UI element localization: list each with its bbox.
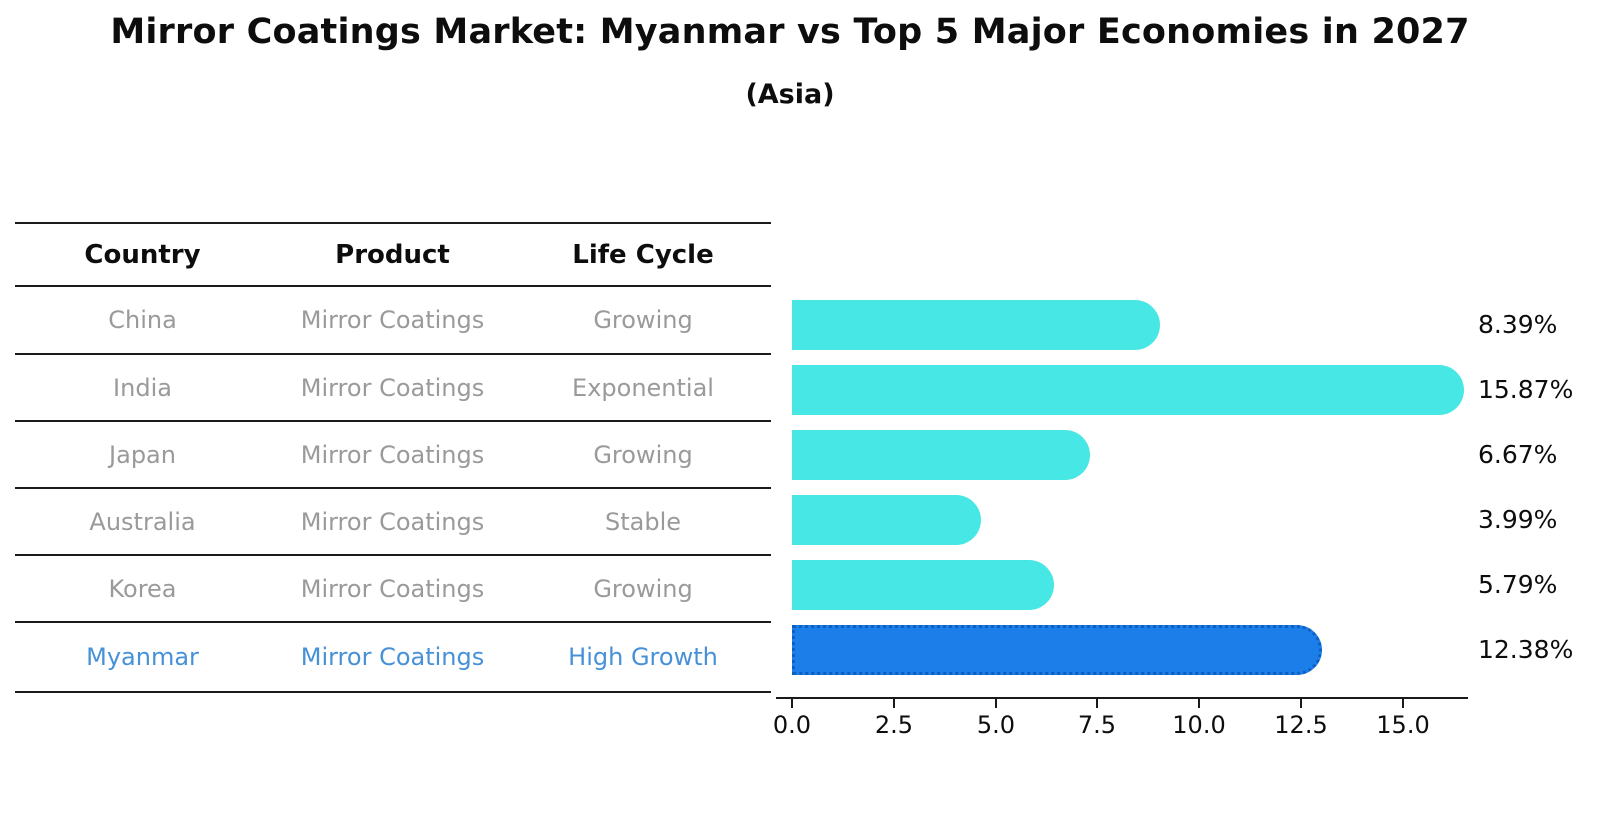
x-tick-mark [1402,699,1404,708]
x-tick-label: 7.5 [1077,711,1117,739]
x-tick-mark [791,699,793,708]
table-row-japan: Japan Mirror Coatings Growing [15,420,771,487]
value-label-china: 8.39% [1478,310,1558,339]
x-tick-mark [893,699,895,708]
cell-country: China [108,306,177,334]
x-axis-spine [776,697,1468,699]
bar-india [792,365,1464,415]
bar-myanmar [792,625,1322,675]
value-label-korea: 5.79% [1478,570,1558,599]
col-header-product: Product [335,239,450,270]
chart-title: Mirror Coatings Market: Myanmar vs Top 5… [110,12,1470,52]
cell-life-cycle: Exponential [572,373,714,402]
bar-japan [792,430,1090,480]
x-tick-mark [1096,699,1098,708]
cell-product: Mirror Coatings [300,643,485,671]
table-row-korea: Korea Mirror Coatings Growing [15,554,771,621]
value-label-japan: 6.67% [1478,440,1558,469]
x-tick-mark [1198,699,1200,708]
cell-product: Mirror Coatings [300,507,485,536]
cell-product: Mirror Coatings [300,574,485,603]
table-header-row: Country Product Life Cycle [15,222,771,285]
table-row-myanmar: Myanmar Mirror Coatings High Growth [15,621,771,691]
cell-product: Mirror Coatings [300,306,485,334]
x-tick-label: 0.0 [772,711,812,739]
cell-life-cycle: Stable [604,507,682,536]
cell-country: Japan [109,440,176,469]
col-header-life-cycle: Life Cycle [572,239,714,270]
x-tick-label: 10.0 [1172,711,1226,739]
x-tick-mark [1300,699,1302,708]
country-table: Country Product Life Cycle China Mirror C… [15,222,771,693]
x-tick-label: 2.5 [874,711,914,739]
cell-life-cycle: Growing [593,306,693,334]
table-row-india: India Mirror Coatings Exponential [15,353,771,420]
cell-country: Australia [89,507,196,536]
x-tick-label: 15.0 [1376,711,1430,739]
x-tick-label: 12.5 [1274,711,1328,739]
table-body: China Mirror Coatings Growing India Mirror C… [15,285,771,691]
cell-product: Mirror Coatings [300,440,485,469]
value-label-india: 15.87% [1478,375,1574,404]
cell-life-cycle: High Growth [568,643,718,671]
value-label-australia: 3.99% [1478,505,1558,534]
bar-china [792,300,1160,350]
x-tick-label: 5.0 [976,711,1016,739]
value-label-myanmar: 12.38% [1478,635,1574,664]
x-tick-mark [995,699,997,708]
bar-australia [792,495,981,545]
cell-product: Mirror Coatings [300,373,485,402]
cell-country: Korea [108,574,177,603]
cell-country: Myanmar [86,643,199,671]
cell-life-cycle: Growing [593,440,693,469]
bar-korea [792,560,1054,610]
col-header-country: Country [84,239,201,270]
cell-country: India [113,373,172,402]
cell-life-cycle: Growing [593,574,693,603]
chart-subtitle: (Asia) [745,79,835,110]
table-row-australia: Australia Mirror Coatings Stable [15,487,771,554]
table-row-china: China Mirror Coatings Growing [15,285,771,353]
